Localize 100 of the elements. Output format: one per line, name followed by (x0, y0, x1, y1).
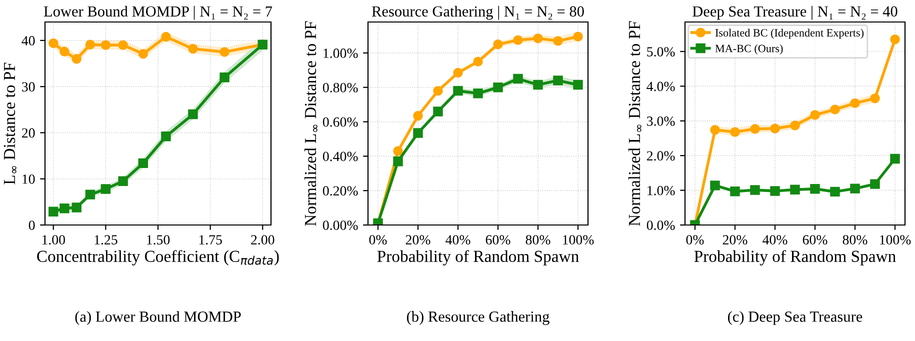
point (493, 82, 503, 92)
point (553, 36, 563, 46)
x-axis-title: Concentrability Coefficient (C$_{πdata}$) (37, 250, 279, 266)
x-tick-label: 1.75 (199, 235, 222, 245)
point (393, 146, 403, 156)
point (533, 80, 543, 90)
point (870, 93, 880, 104)
point (72, 202, 82, 212)
x-tick-label: 1.25 (94, 235, 118, 245)
point (553, 76, 563, 86)
x-tick-label: 0% (369, 235, 387, 245)
point (60, 204, 70, 214)
y-tick-label: 10 (22, 174, 35, 184)
point (730, 186, 740, 196)
point (810, 184, 820, 194)
point (433, 86, 443, 96)
point (830, 186, 840, 197)
point (100, 40, 111, 50)
y-tick-label: 0 (28, 220, 35, 230)
point (413, 110, 423, 121)
point (413, 128, 423, 138)
point (161, 132, 171, 142)
point (72, 54, 82, 64)
point (513, 74, 523, 84)
point (161, 32, 171, 42)
y-tick-label: 0.80% (322, 82, 358, 92)
y-tick-label: 3.0% (647, 116, 675, 126)
chart-title: Resource Gathering | N₁ = N₂ = 80 (372, 6, 584, 20)
point (138, 48, 148, 59)
text: (c) Deep Sea Treasure (728, 311, 862, 325)
point (533, 33, 543, 44)
point (790, 120, 800, 130)
x-tick-label: 0% (686, 235, 704, 245)
point (85, 190, 96, 200)
point (138, 158, 148, 168)
point (810, 110, 820, 120)
point (453, 68, 463, 78)
text: (b) Resource Gathering (406, 311, 550, 325)
y-tick-label: 1.00% (324, 48, 358, 58)
point (433, 106, 443, 116)
chart-title: Lower Bound MOMDP | N₁ = N₂ = 7 (44, 6, 272, 20)
point (710, 180, 720, 190)
y-axis-title: Normalized L$_{∞}$ Distance to PF (304, 21, 318, 226)
y-tick-label: 0.00% (322, 220, 358, 230)
text: (a) Lower Bound MOMDP (75, 311, 241, 325)
point (493, 40, 503, 50)
y-tick-label: 0.40% (322, 152, 358, 162)
point (710, 125, 720, 135)
y-tick-label: 5.0% (647, 47, 675, 57)
point (118, 40, 128, 50)
point (473, 56, 483, 66)
y-tick-label: 4.0% (646, 82, 675, 92)
y-tick-label: 30 (22, 82, 35, 92)
x-tick-label: 2.00 (251, 235, 274, 245)
point (890, 34, 900, 44)
x-tick-label: 40% (446, 235, 470, 245)
x-tick-label: 80% (842, 235, 868, 245)
chart-title: Deep Sea Treasure | N₁ = N₂ = 40 (692, 6, 898, 20)
point (850, 184, 860, 194)
point (770, 124, 780, 134)
point (453, 86, 463, 96)
point (750, 124, 760, 134)
point (100, 184, 111, 194)
y-tick-label: 40 (22, 36, 35, 46)
point (870, 179, 880, 189)
x-tick-label: 100% (563, 235, 594, 245)
point (60, 46, 70, 56)
x-tick-label: 1.50 (147, 235, 170, 245)
point (188, 44, 198, 54)
x-tick-label: 80% (526, 235, 550, 245)
point (770, 186, 780, 196)
point (473, 88, 483, 98)
y-tick-label: 0.0% (646, 220, 675, 230)
x-tick-label: 1.00 (42, 235, 65, 245)
point (790, 184, 800, 194)
x-tick-label: 100% (880, 235, 911, 245)
point (573, 80, 583, 90)
x-tick-label: 60% (486, 235, 510, 245)
point (750, 185, 760, 195)
x-tick-label: 20% (722, 235, 748, 245)
x-axis-title: Probability of Random Spawn (694, 250, 896, 266)
point (730, 127, 740, 137)
y-tick-label: 0.60% (322, 117, 358, 127)
y-tick-label: 1.0% (648, 186, 675, 196)
y-tick-label: 20 (22, 128, 35, 138)
point (393, 156, 403, 166)
point (573, 32, 583, 42)
legend-label: MA-BC (Ours) (715, 44, 783, 55)
point (220, 47, 230, 57)
legend-label: Isolated BC (Idependent Experts) (715, 28, 864, 39)
point (890, 154, 900, 164)
point (830, 104, 840, 114)
y-axis-title: Normalized L$_{∞}$ Distance to PF (628, 21, 642, 226)
point (220, 72, 230, 82)
point (850, 98, 860, 108)
point (513, 35, 523, 45)
y-axis-title: L$_{∞}$ Distance to PF (4, 62, 16, 184)
point (48, 206, 58, 216)
x-axis-title: Probability of Random Spawn (377, 250, 579, 266)
point (48, 38, 58, 48)
